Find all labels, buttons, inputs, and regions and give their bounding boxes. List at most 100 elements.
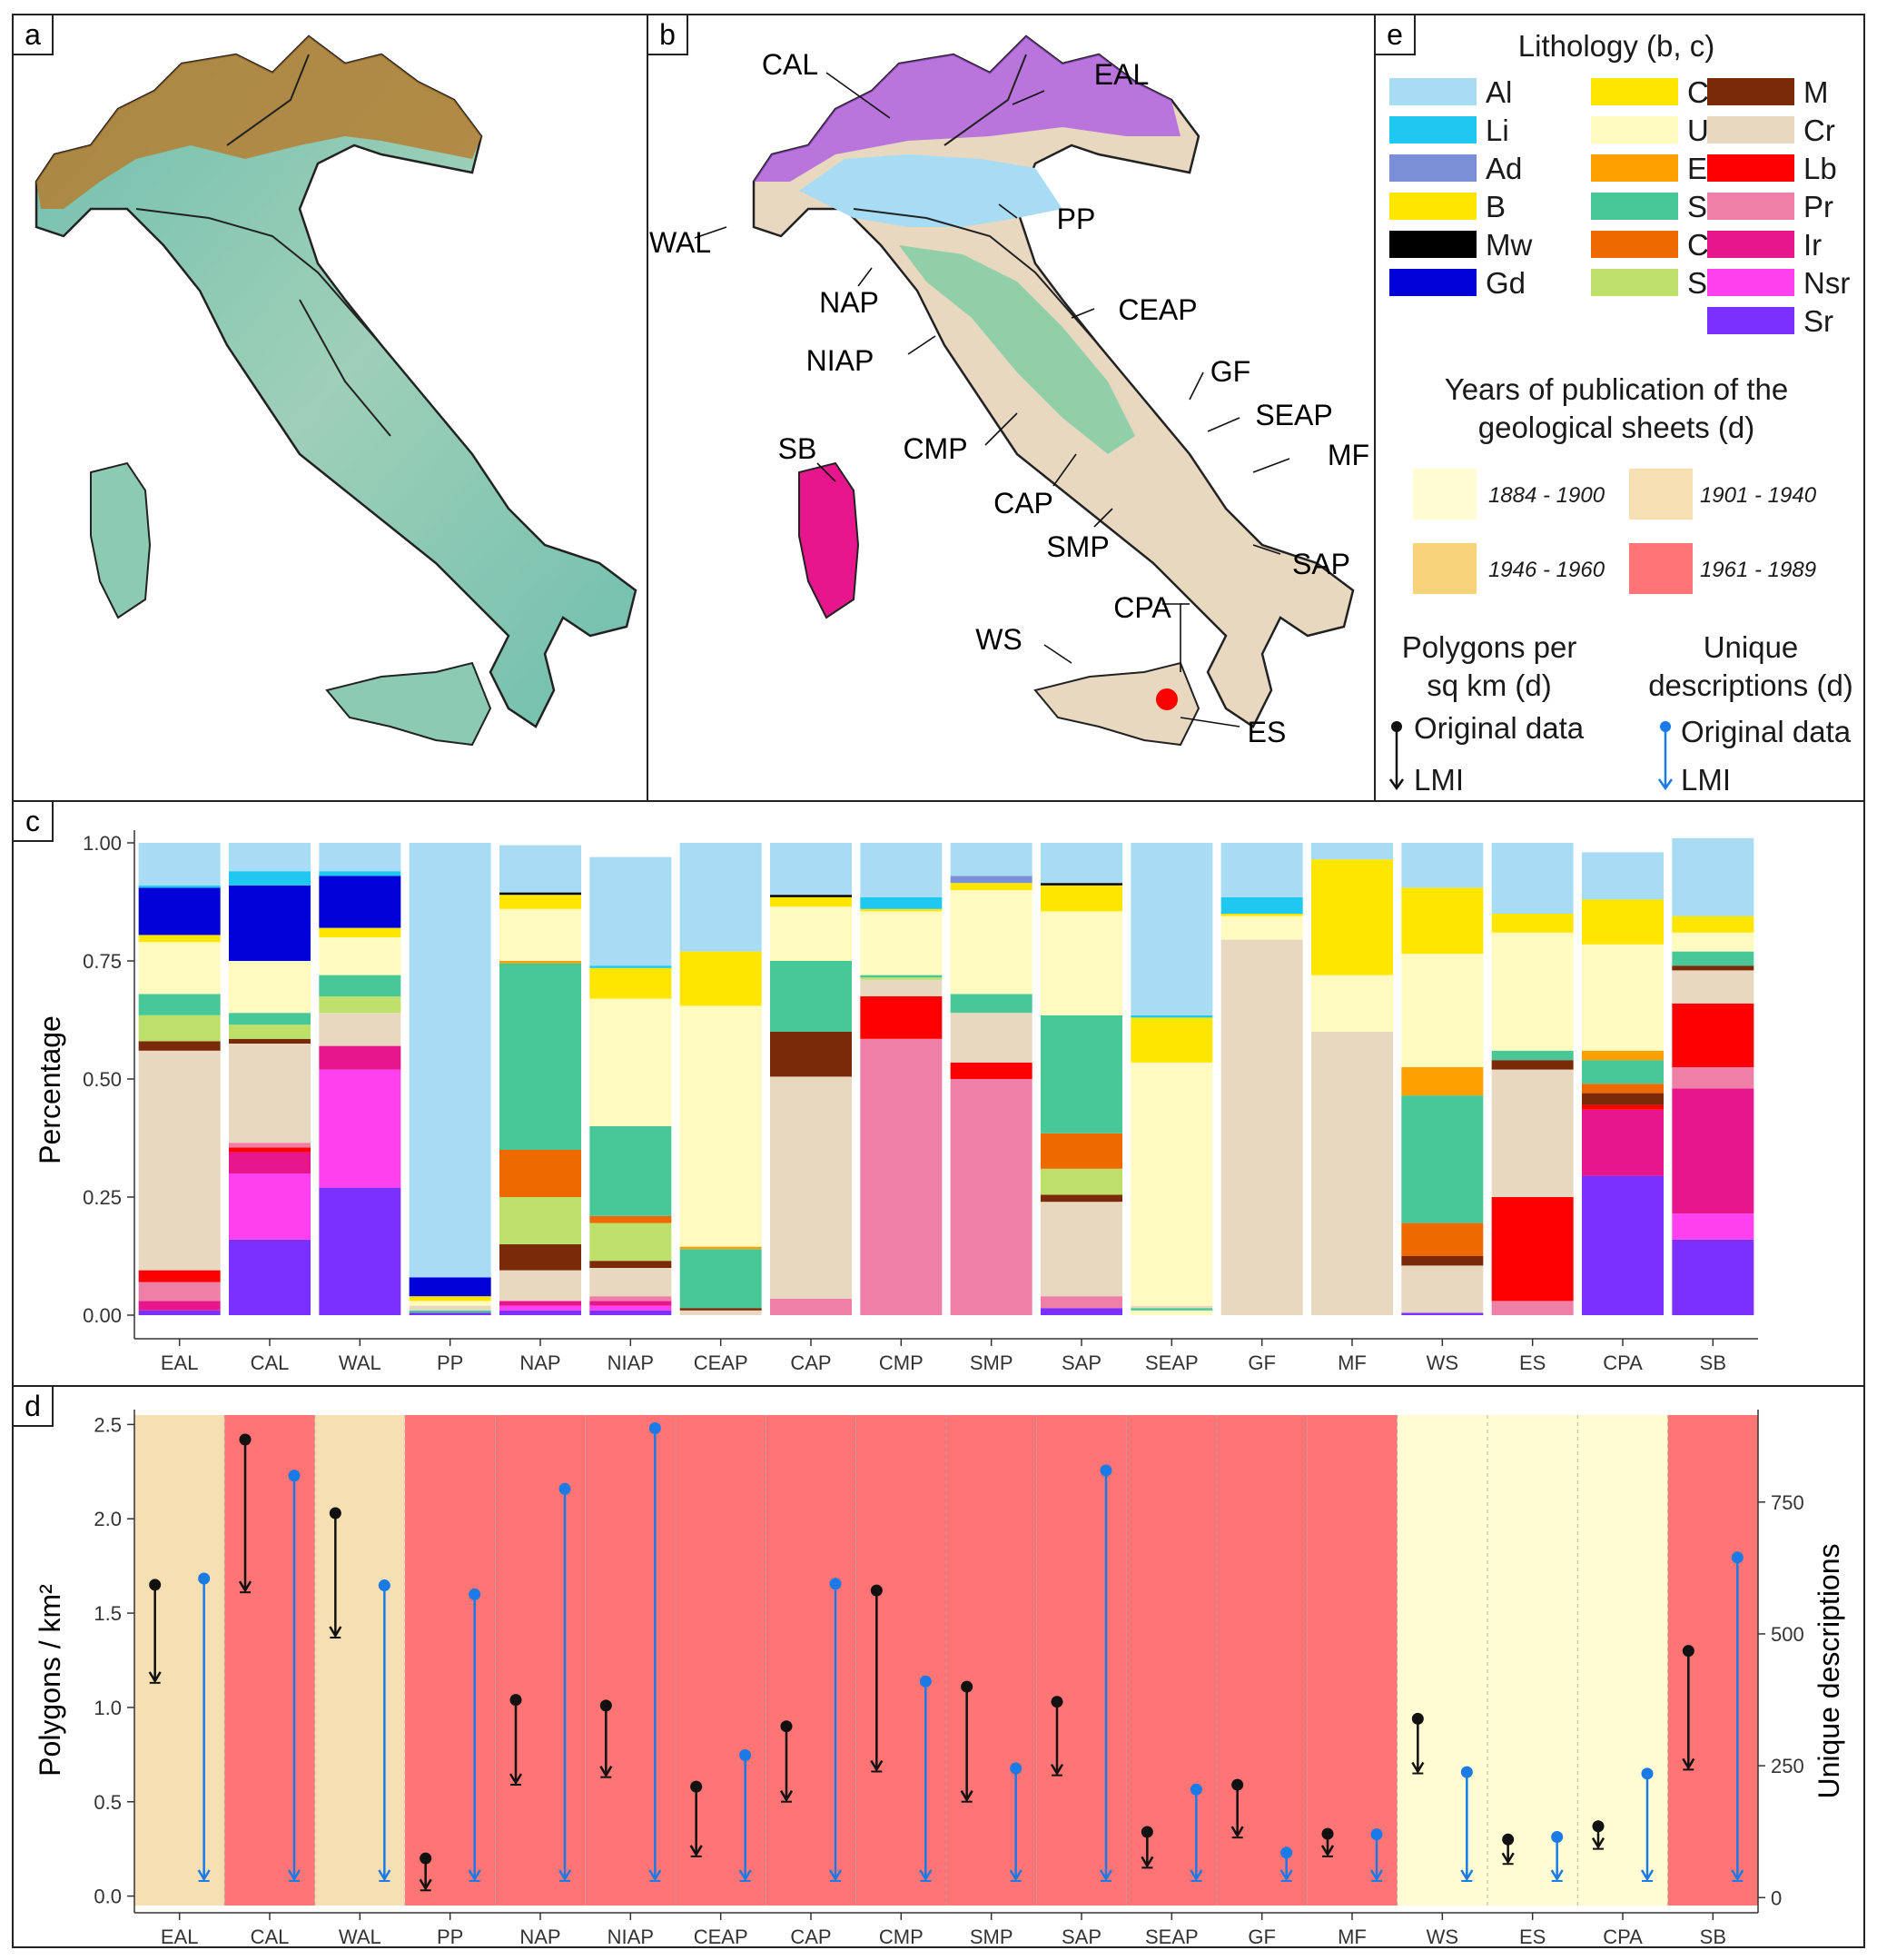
bar-ceap [679, 843, 762, 1315]
chart-d-xtick: SB [1700, 1925, 1726, 1948]
period-bg-seap [1126, 1415, 1217, 1906]
segment-cm [1582, 1084, 1664, 1094]
legend-swatch-pr [1707, 193, 1794, 220]
sicily-lithology [1033, 661, 1200, 747]
segment-ssr [1041, 1015, 1122, 1133]
segment-ssr [860, 975, 943, 978]
year-label-1: 1901 - 1940 [1700, 483, 1817, 508]
chart-d-xtick: CAP [790, 1925, 831, 1948]
legend-label-lb: Lb [1803, 152, 1837, 185]
legend-swatch-nsr [1707, 269, 1794, 296]
segment-ccr [1220, 914, 1303, 916]
chart-d-xtick: SAP [1062, 1925, 1102, 1948]
bar-es [1491, 843, 1574, 1315]
chart-d-axes: 0.0 0.5 1.0 1.5 2.0 2.5 0 250 500 750 EAL CAL WAL PP N… [94, 1410, 1804, 1948]
chart-c-xtick: GF [1248, 1351, 1276, 1374]
polygons-legend-title-1: Polygons per [1402, 630, 1577, 664]
segment-e [1582, 1050, 1664, 1061]
segment-ucr [1401, 954, 1484, 1067]
years-legend: 1884 - 1900 1901 - 1940 1946 - 1960 1961 - … [1413, 469, 1817, 594]
segment-cr [950, 1013, 1032, 1063]
bar-pp [409, 843, 491, 1315]
chart-c-ytick: 0.25 [83, 1186, 122, 1209]
chart-c-xtick: NIAP [608, 1351, 654, 1374]
segment-pr [770, 1298, 852, 1315]
panel-frames [12, 14, 1865, 1948]
period-bg-wal [314, 1415, 405, 1906]
segment-e [679, 1246, 762, 1250]
segment-al [1311, 843, 1393, 860]
chart-d-xtick: NIAP [608, 1925, 654, 1948]
bar-sb [1672, 837, 1754, 1315]
chart-d-xtick: WAL [339, 1925, 381, 1948]
segment-pr [950, 1079, 1032, 1315]
chart-c-xtick: MF [1338, 1351, 1367, 1374]
polygons-mark-cpa [1591, 1820, 1605, 1850]
period-bg-gf [1217, 1415, 1308, 1906]
chart-c-xtick: SMP [970, 1351, 1013, 1374]
polygons-mark-sb [1682, 1645, 1695, 1771]
chart-d-ytick: 2.0 [94, 1508, 122, 1530]
polygons-mark-pp [419, 1852, 432, 1892]
segment-ucr [1311, 975, 1393, 1032]
unique-mark-cpa [1640, 1767, 1655, 1882]
year-swatch-1 [1629, 469, 1693, 520]
chart-d-y2tick: 500 [1771, 1623, 1804, 1646]
legend-swatch-cm [1591, 231, 1678, 258]
segment-cm [1041, 1133, 1122, 1169]
segment-cr [1401, 1265, 1484, 1313]
legend-label-li: Li [1486, 114, 1509, 147]
chart-d-ytick: 1.5 [94, 1602, 122, 1625]
period-bg-niap [585, 1415, 676, 1906]
segment-al [1220, 843, 1303, 897]
segment-m [679, 1308, 762, 1311]
segment-ssr [1401, 1095, 1484, 1223]
segment-ccr [1491, 914, 1574, 933]
segment-m [138, 1041, 221, 1051]
polygons-legend-title-2: sq km (d) [1427, 668, 1552, 702]
legend-label-pr: Pr [1803, 190, 1833, 223]
segment-sr [1672, 1239, 1754, 1315]
svg-text:b: b [659, 18, 676, 51]
polygons-mark-cal [238, 1433, 252, 1594]
segment-ccr [679, 951, 762, 1006]
panel-label-d: d [12, 1385, 54, 1427]
segment-ir [229, 1152, 311, 1173]
segment-lb [1582, 1104, 1664, 1110]
segment-gd [229, 885, 311, 961]
unique-mark-ws [1460, 1766, 1474, 1882]
segment-mw [499, 892, 581, 896]
segment-sm [229, 1025, 311, 1039]
chart-c-xtick: CEAP [694, 1351, 748, 1374]
polygons-mark-es [1501, 1833, 1515, 1866]
polygons-mark-niap [599, 1699, 613, 1778]
chart-d-period-backgrounds [134, 1415, 1758, 1906]
legend-swatch-sm [1591, 269, 1678, 296]
segment-ssr [229, 1013, 311, 1025]
lithology-legend-title: Lithology (b, c) [1518, 29, 1714, 63]
legend-swatch-ssr [1591, 193, 1678, 220]
chart-d-ytick: 1.0 [94, 1697, 122, 1719]
segment-ssr [138, 994, 221, 1015]
bar-eal [138, 843, 221, 1315]
legend-swatch-lb [1707, 154, 1794, 182]
legend-swatch-b [1389, 193, 1477, 220]
label-cal: CAL [762, 48, 818, 81]
legend-swatch-m [1707, 78, 1794, 105]
chart-c-xtick: NAP [519, 1351, 560, 1374]
bar-smp [950, 843, 1032, 1315]
segment-ccr [1311, 859, 1393, 975]
segment-cm [589, 1215, 672, 1223]
segment-al [499, 845, 581, 893]
segment-ccr [1582, 899, 1664, 945]
segment-lb [1491, 1197, 1574, 1302]
unique-mark-niap [648, 1422, 662, 1882]
segment-al [1131, 843, 1213, 1015]
segment-ucr [319, 937, 401, 975]
svg-text:c: c [25, 805, 40, 837]
segment-ucr [860, 911, 943, 975]
chart-d-xtick: CEAP [694, 1925, 748, 1948]
segment-sr [499, 1310, 581, 1315]
segment-sm [589, 1223, 672, 1262]
segment-m [1672, 965, 1754, 971]
